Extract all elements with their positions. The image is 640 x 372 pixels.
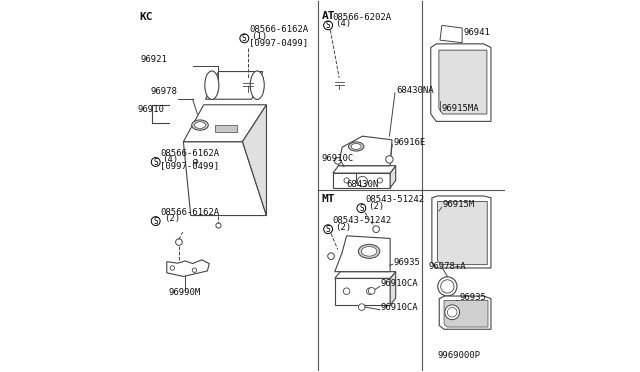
Circle shape xyxy=(193,160,198,164)
Circle shape xyxy=(447,308,457,317)
Circle shape xyxy=(445,305,460,320)
Circle shape xyxy=(358,304,365,310)
Circle shape xyxy=(328,253,334,260)
Text: S: S xyxy=(326,21,330,30)
Polygon shape xyxy=(439,50,487,114)
Circle shape xyxy=(216,223,221,228)
Circle shape xyxy=(372,226,380,232)
Text: MT: MT xyxy=(322,195,335,205)
Polygon shape xyxy=(215,125,237,132)
Text: KC: KC xyxy=(139,13,152,22)
Circle shape xyxy=(357,204,366,212)
Circle shape xyxy=(344,178,349,183)
Circle shape xyxy=(192,268,196,272)
Text: 96921: 96921 xyxy=(141,55,168,64)
Text: (2): (2) xyxy=(164,214,180,223)
Polygon shape xyxy=(437,202,487,264)
Ellipse shape xyxy=(351,144,361,150)
Text: [0997-0499]: [0997-0499] xyxy=(161,161,220,170)
Circle shape xyxy=(151,217,160,225)
Polygon shape xyxy=(335,278,390,305)
Text: 96978+A: 96978+A xyxy=(429,262,467,271)
Ellipse shape xyxy=(348,142,364,151)
Ellipse shape xyxy=(205,71,219,99)
Text: 96910CA: 96910CA xyxy=(381,279,419,288)
Circle shape xyxy=(369,288,375,294)
Circle shape xyxy=(357,176,367,187)
Circle shape xyxy=(240,34,249,43)
Circle shape xyxy=(367,288,373,295)
Text: S: S xyxy=(242,34,246,43)
Text: [0997-0499]: [0997-0499] xyxy=(249,38,308,47)
Circle shape xyxy=(386,156,393,163)
Ellipse shape xyxy=(358,244,380,259)
Text: S: S xyxy=(326,225,330,234)
Text: 96978: 96978 xyxy=(150,87,177,96)
Polygon shape xyxy=(184,142,266,215)
Text: 08566-6202A: 08566-6202A xyxy=(333,13,392,22)
Text: (2): (2) xyxy=(335,222,351,231)
Text: 96916E: 96916E xyxy=(393,138,426,147)
Text: 9969000P: 9969000P xyxy=(438,351,481,360)
Text: S: S xyxy=(154,217,158,225)
Text: 08566-6162A: 08566-6162A xyxy=(161,208,220,217)
Circle shape xyxy=(334,158,341,164)
Circle shape xyxy=(343,288,350,295)
Ellipse shape xyxy=(192,120,208,130)
Text: 96910: 96910 xyxy=(137,105,164,114)
Polygon shape xyxy=(444,301,488,327)
Polygon shape xyxy=(440,25,462,43)
Circle shape xyxy=(361,178,366,183)
Circle shape xyxy=(441,280,454,293)
Polygon shape xyxy=(333,173,390,188)
Ellipse shape xyxy=(250,71,264,99)
Text: 96935: 96935 xyxy=(460,293,486,302)
Polygon shape xyxy=(390,272,396,305)
Circle shape xyxy=(377,178,382,183)
Polygon shape xyxy=(335,272,396,278)
Polygon shape xyxy=(205,71,263,99)
Text: 96935: 96935 xyxy=(394,259,420,267)
Text: S: S xyxy=(154,157,158,167)
Text: 96915M: 96915M xyxy=(443,200,475,209)
Text: 08543-51242: 08543-51242 xyxy=(366,195,425,204)
Text: 96910CA: 96910CA xyxy=(381,304,419,312)
Circle shape xyxy=(324,225,333,234)
Text: AT: AT xyxy=(322,11,335,20)
Text: 96941: 96941 xyxy=(463,28,490,36)
Polygon shape xyxy=(390,166,396,188)
Circle shape xyxy=(175,239,182,246)
Text: 08566-6162A: 08566-6162A xyxy=(249,25,308,34)
Text: (1): (1) xyxy=(251,32,267,41)
Ellipse shape xyxy=(362,247,377,256)
Ellipse shape xyxy=(195,122,205,128)
Text: 68430NA: 68430NA xyxy=(396,86,434,95)
Text: 08566-6162A: 08566-6162A xyxy=(161,149,220,158)
Text: 96990M: 96990M xyxy=(168,288,201,297)
Polygon shape xyxy=(431,44,491,121)
Polygon shape xyxy=(432,196,491,268)
Circle shape xyxy=(438,277,457,296)
Polygon shape xyxy=(184,105,266,142)
Circle shape xyxy=(324,21,333,30)
Text: 96915MA: 96915MA xyxy=(441,104,479,113)
Circle shape xyxy=(170,266,175,270)
Polygon shape xyxy=(439,296,491,329)
Text: 96910C: 96910C xyxy=(321,154,353,163)
Polygon shape xyxy=(335,236,390,272)
Polygon shape xyxy=(243,105,266,215)
Text: (2): (2) xyxy=(368,202,384,211)
Text: (4): (4) xyxy=(335,19,351,28)
Text: S: S xyxy=(359,203,364,213)
Text: 68430N: 68430N xyxy=(347,180,379,189)
Polygon shape xyxy=(333,166,396,173)
Circle shape xyxy=(151,158,160,166)
Text: (4): (4) xyxy=(163,155,179,164)
Text: 08543-51242: 08543-51242 xyxy=(333,216,392,225)
Polygon shape xyxy=(339,136,392,166)
